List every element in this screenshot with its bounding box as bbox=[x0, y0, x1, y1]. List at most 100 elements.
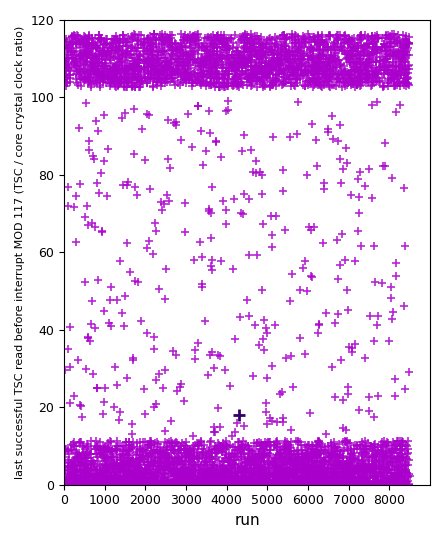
Point bbox=[325, 75, 332, 84]
Point bbox=[325, 479, 332, 488]
Point bbox=[385, 449, 392, 458]
Point bbox=[283, 469, 290, 477]
Point bbox=[191, 64, 198, 72]
Point bbox=[255, 450, 263, 458]
Point bbox=[161, 67, 168, 75]
Point bbox=[113, 446, 120, 455]
Point bbox=[186, 471, 194, 480]
Point bbox=[103, 481, 110, 489]
Point bbox=[392, 454, 400, 463]
Point bbox=[273, 479, 280, 488]
Point bbox=[129, 481, 137, 489]
Point bbox=[143, 35, 150, 44]
Point bbox=[210, 363, 218, 372]
Point bbox=[144, 56, 151, 65]
Point bbox=[71, 31, 78, 40]
Point bbox=[158, 458, 165, 466]
Point bbox=[161, 438, 168, 446]
Point bbox=[259, 470, 267, 478]
Point bbox=[160, 66, 167, 75]
Point bbox=[114, 53, 121, 62]
Point bbox=[373, 464, 380, 472]
Point bbox=[125, 438, 132, 446]
Point bbox=[149, 59, 156, 67]
Point bbox=[162, 466, 169, 475]
Point bbox=[336, 457, 343, 465]
Point bbox=[242, 469, 249, 477]
Point bbox=[133, 74, 140, 83]
Point bbox=[265, 48, 272, 56]
Point bbox=[330, 39, 337, 48]
Point bbox=[151, 481, 158, 489]
Point bbox=[250, 479, 257, 488]
Point bbox=[266, 34, 273, 42]
Point bbox=[339, 468, 346, 477]
Point bbox=[227, 464, 235, 473]
Point bbox=[335, 460, 342, 469]
Point bbox=[62, 479, 69, 488]
Point bbox=[233, 476, 240, 484]
Point bbox=[327, 71, 334, 80]
Point bbox=[145, 39, 152, 47]
Point bbox=[404, 454, 411, 463]
Point bbox=[168, 476, 175, 484]
Point bbox=[269, 478, 276, 487]
Point bbox=[134, 55, 141, 64]
Point bbox=[122, 62, 129, 71]
Point bbox=[279, 75, 286, 84]
Point bbox=[113, 437, 121, 445]
Point bbox=[270, 470, 277, 478]
Point bbox=[137, 71, 144, 80]
Point bbox=[336, 479, 343, 488]
Point bbox=[391, 75, 398, 84]
Point bbox=[134, 36, 141, 45]
Point bbox=[266, 476, 273, 484]
Point bbox=[344, 481, 351, 489]
Point bbox=[222, 465, 230, 474]
Point bbox=[201, 67, 208, 75]
Point bbox=[287, 451, 295, 459]
Point bbox=[182, 469, 190, 478]
Point bbox=[273, 475, 280, 484]
Point bbox=[325, 479, 332, 488]
Point bbox=[162, 264, 170, 273]
Point bbox=[345, 343, 352, 352]
Point bbox=[348, 78, 356, 87]
Point bbox=[342, 477, 349, 486]
Point bbox=[316, 79, 323, 88]
Point bbox=[362, 69, 369, 78]
Point bbox=[97, 471, 105, 480]
Point bbox=[88, 61, 95, 70]
Point bbox=[91, 65, 98, 73]
Point bbox=[333, 443, 340, 451]
Point bbox=[222, 67, 230, 75]
Point bbox=[125, 461, 133, 470]
Point bbox=[390, 75, 397, 84]
Point bbox=[123, 460, 130, 469]
Point bbox=[357, 36, 364, 45]
Point bbox=[108, 283, 115, 292]
Point bbox=[316, 450, 324, 458]
Point bbox=[166, 453, 173, 462]
Point bbox=[73, 50, 80, 59]
Point bbox=[209, 74, 216, 83]
Point bbox=[271, 320, 279, 329]
Point bbox=[218, 51, 225, 60]
Point bbox=[148, 437, 155, 445]
Point bbox=[293, 480, 300, 489]
Point bbox=[154, 462, 162, 470]
Point bbox=[380, 474, 388, 483]
Point bbox=[251, 46, 259, 55]
Point bbox=[387, 71, 394, 80]
Point bbox=[73, 40, 81, 49]
Point bbox=[297, 481, 304, 489]
Point bbox=[178, 441, 185, 450]
Point bbox=[153, 54, 160, 63]
Point bbox=[230, 461, 237, 470]
Point bbox=[387, 452, 394, 461]
Point bbox=[301, 81, 308, 90]
Point bbox=[153, 445, 160, 454]
Point bbox=[324, 71, 331, 79]
Point bbox=[274, 481, 281, 489]
Point bbox=[365, 464, 372, 472]
